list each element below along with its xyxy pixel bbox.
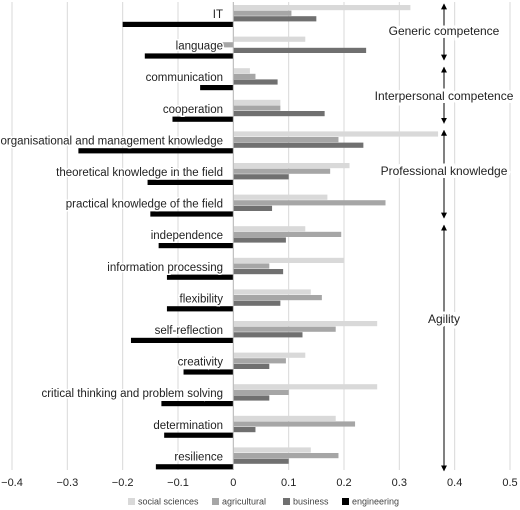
legend-label: social sciences xyxy=(138,496,199,506)
category-label: self-reflection xyxy=(155,325,223,337)
legend-swatch xyxy=(342,498,349,505)
bar xyxy=(205,42,234,48)
annotation-label: Professional knowledge xyxy=(381,164,508,178)
x-tick-label: 0.5 xyxy=(502,477,517,489)
bar xyxy=(233,415,336,421)
category-label: theoretical knowledge in the field xyxy=(56,167,223,179)
x-tick-label: −0.2 xyxy=(112,477,134,489)
category-label: language xyxy=(176,41,223,53)
category-label: resilience xyxy=(174,451,223,463)
annotation-label: Interpersonal competence xyxy=(375,89,514,103)
category-label: communication xyxy=(146,72,223,84)
bar xyxy=(233,453,339,459)
x-tick-label: 0.1 xyxy=(281,477,296,489)
x-tick-label: −0.3 xyxy=(56,477,78,489)
bar xyxy=(233,47,367,53)
category-label: critical thinking and problem solving xyxy=(41,388,223,400)
bar xyxy=(233,73,256,79)
category-label: determination xyxy=(153,420,223,432)
bar xyxy=(78,148,234,154)
bar xyxy=(233,142,364,148)
x-tick-label: 0.3 xyxy=(392,477,407,489)
category-label: independence xyxy=(151,230,223,242)
bar xyxy=(233,174,289,180)
bar xyxy=(233,68,250,74)
annotation-label: Generic competence xyxy=(389,24,500,38)
bar xyxy=(233,447,311,453)
x-tick-label: 0.4 xyxy=(447,477,462,489)
bar xyxy=(233,226,306,232)
bar xyxy=(233,421,356,427)
bar xyxy=(233,10,292,16)
bar xyxy=(233,321,378,327)
bar xyxy=(233,237,286,243)
bar xyxy=(233,79,278,85)
legend-label: engineering xyxy=(352,496,399,506)
category-label: IT xyxy=(213,9,223,21)
bar xyxy=(164,432,234,438)
x-tick-label: 0 xyxy=(230,477,236,489)
legend-swatch xyxy=(212,498,219,505)
bar xyxy=(233,257,344,263)
bar xyxy=(233,384,378,390)
legend-swatch xyxy=(128,498,135,505)
bar xyxy=(166,274,234,280)
bar xyxy=(233,99,281,105)
bar xyxy=(130,337,234,343)
bar xyxy=(233,231,342,237)
bar xyxy=(155,464,234,470)
bar xyxy=(233,352,306,358)
bar xyxy=(233,131,439,137)
legend-swatch xyxy=(283,498,290,505)
bar xyxy=(233,363,270,369)
bar xyxy=(233,200,386,206)
bar xyxy=(233,194,328,200)
legend-label: business xyxy=(293,496,329,506)
x-tick-label: −0.4 xyxy=(1,477,23,489)
bar xyxy=(233,105,281,111)
bar xyxy=(200,85,234,91)
bar xyxy=(233,358,286,364)
bar xyxy=(233,205,273,211)
bar xyxy=(233,36,306,42)
bar xyxy=(144,53,234,59)
bar xyxy=(147,179,234,185)
bar xyxy=(233,16,317,22)
bar xyxy=(233,389,289,395)
bar xyxy=(233,326,336,332)
legend-label: agricultural xyxy=(222,496,266,506)
category-label: practical knowledge of the field xyxy=(66,199,223,211)
bar xyxy=(166,306,234,312)
annotation-label: Agility xyxy=(428,312,460,326)
x-tick-label: 0.2 xyxy=(336,477,351,489)
x-tick-label: −0.1 xyxy=(167,477,189,489)
bar xyxy=(172,116,234,122)
bar xyxy=(122,21,234,27)
bar xyxy=(161,401,234,407)
bar xyxy=(233,300,281,306)
bar xyxy=(233,332,303,338)
bar xyxy=(150,211,234,217)
bar xyxy=(183,369,234,375)
bar xyxy=(233,5,411,11)
bar xyxy=(233,458,289,464)
category-label: flexibility xyxy=(180,293,224,305)
bar xyxy=(233,295,322,301)
bar xyxy=(233,168,331,174)
bar xyxy=(233,395,270,401)
bar xyxy=(233,163,350,169)
bar xyxy=(233,269,284,275)
bar xyxy=(233,111,325,117)
bar xyxy=(158,243,234,249)
bar xyxy=(233,263,270,269)
category-label: cooperation xyxy=(163,104,223,116)
category-label: information processing xyxy=(107,262,223,274)
category-label: organisational and management knowledge xyxy=(1,135,224,147)
bar xyxy=(233,289,311,295)
bar xyxy=(233,137,339,143)
category-label: creativity xyxy=(178,357,224,369)
bar xyxy=(233,427,256,433)
